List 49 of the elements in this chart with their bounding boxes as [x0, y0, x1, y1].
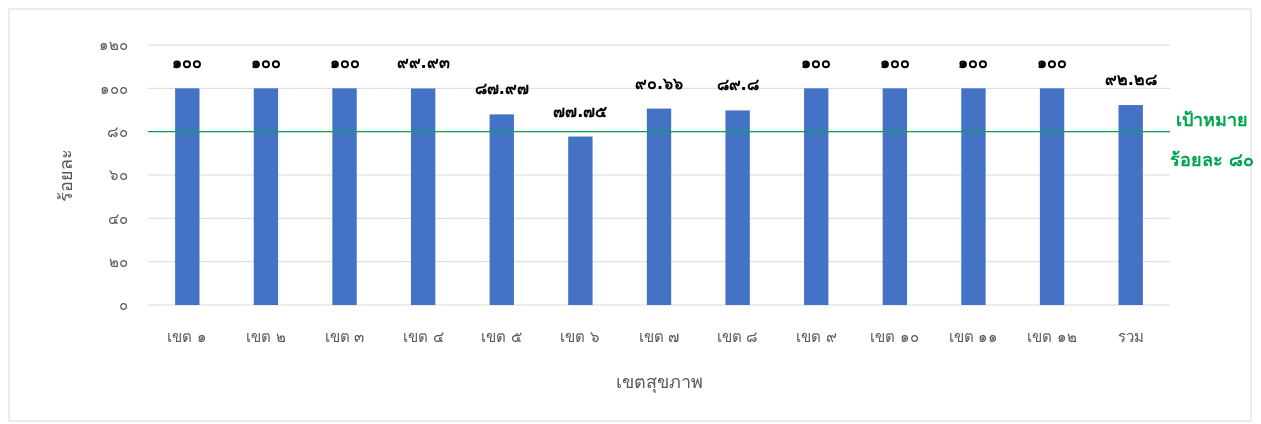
bar: [568, 136, 593, 305]
x-tick-label: เขต ๔: [402, 328, 444, 346]
data-label: ๑๐๐: [1037, 53, 1068, 73]
x-tick-label: เขต ๕: [481, 328, 523, 346]
x-tick-label: เขต ๒: [246, 328, 286, 346]
ref-line-label: เป้าหมาย ร้อยละ ๘๐: [1169, 108, 1255, 170]
bar: [725, 110, 750, 305]
x-tick-label: เขต ๑๑: [948, 328, 999, 346]
data-label: ๗๗.๗๕: [553, 101, 608, 121]
bar: [1039, 88, 1065, 305]
x-tick-label: เขต ๑: [167, 328, 208, 346]
x-tick-label: เขต ๖: [560, 328, 601, 346]
y-tick-label: ๔๐: [108, 209, 128, 228]
x-tick-label: เขต ๗: [638, 328, 680, 346]
x-tick-label: เขต ๑๐: [870, 328, 920, 346]
bar: [410, 88, 436, 305]
bar: [882, 88, 908, 305]
bar: [489, 114, 514, 305]
y-tick-label: ๑๐๐: [100, 79, 128, 98]
data-label: ๙๙.๙๓: [396, 53, 450, 73]
data-label: ๘๙.๘: [716, 75, 759, 95]
bar: [961, 88, 986, 305]
bar: [1118, 105, 1143, 305]
bar: [175, 88, 200, 305]
bar: [804, 88, 829, 305]
x-tick-label: รวม: [1117, 328, 1144, 346]
data-label: ๑๐๐: [329, 53, 360, 73]
x-tick-label: เขต ๘: [716, 328, 759, 346]
data-label: ๑๐๐: [250, 53, 281, 73]
x-tick-label: เขต ๑๒: [1027, 328, 1077, 346]
data-label: ๑๐๐: [172, 53, 203, 73]
data-label: ๑๐๐: [879, 53, 910, 73]
y-tick-label: ๒๐: [109, 252, 128, 271]
y-tick-label: ๘๐: [107, 122, 128, 141]
data-label: ๑๐๐: [801, 53, 832, 73]
x-axis-title: เขตสุขภาพ: [615, 371, 703, 393]
data-label: ๑๐๐: [958, 53, 989, 73]
x-tick-label: เขต ๙: [795, 328, 837, 346]
y-axis-title: ร้อยละ: [55, 148, 76, 202]
bar: [646, 108, 672, 305]
data-label: ๘๗.๙๗: [474, 79, 529, 99]
y-tick-label: ๖๐: [109, 166, 128, 185]
bar: [253, 88, 279, 305]
data-label: ๙๐.๖๖: [634, 73, 684, 93]
x-tick-label: เขต ๓: [324, 328, 365, 346]
y-tick-label: ๑๒๐: [99, 36, 128, 55]
bar: [332, 88, 357, 305]
data-label: ๙๒.๒๘: [1104, 70, 1157, 90]
y-tick-label: ๐: [119, 296, 128, 315]
